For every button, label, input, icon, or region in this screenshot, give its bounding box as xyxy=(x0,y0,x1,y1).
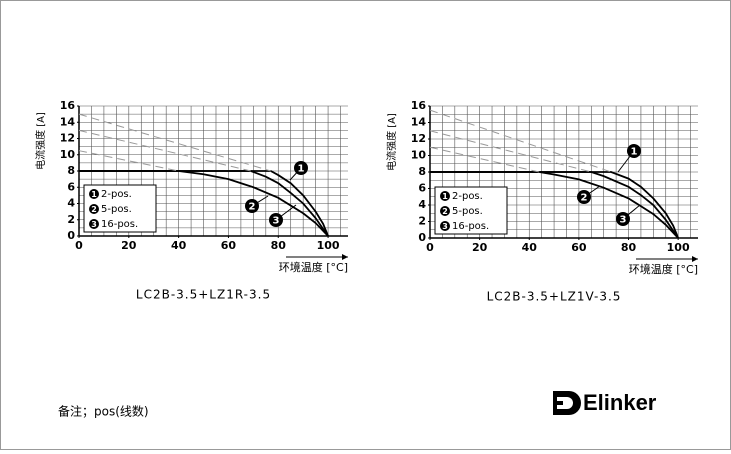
y-axis-label: 电流强度 [A] xyxy=(34,112,47,170)
marker-number: 1 xyxy=(631,147,638,158)
x-tick-label: 80 xyxy=(271,239,287,252)
marker-circle xyxy=(577,190,591,204)
y-tick-label: 14 xyxy=(411,116,427,129)
y-tick-label: 4 xyxy=(67,197,75,210)
y-tick-label: 4 xyxy=(418,198,426,211)
caption: LC2B-3.5+LZ1V-3.5 xyxy=(487,290,622,304)
series-line xyxy=(430,171,679,239)
marker-circle xyxy=(616,212,630,226)
dashed-line xyxy=(78,113,271,172)
marker-number: 2 xyxy=(249,202,256,213)
logo: Elinker xyxy=(583,390,657,415)
dashed-line xyxy=(78,129,251,172)
series-line xyxy=(79,170,329,237)
y-tick-label: 0 xyxy=(67,229,75,242)
x-tick-label: 40 xyxy=(522,241,538,254)
y-tick-label: 14 xyxy=(60,115,76,128)
x-axis-label: 环境温度 [°C] xyxy=(279,260,348,274)
y-axis-label: 电流强度 [A] xyxy=(385,113,398,171)
x-tick-label: 20 xyxy=(121,239,137,252)
legend-marker-number: 1 xyxy=(91,190,97,199)
marker-number: 3 xyxy=(273,216,280,227)
caption: LC2B-3.5+LZ1R-3.5 xyxy=(136,288,271,302)
x-axis-label: 环境温度 [°C] xyxy=(629,262,698,276)
marker-circle xyxy=(294,161,308,175)
y-tick-label: 10 xyxy=(60,148,76,161)
x-arrow-head xyxy=(342,254,348,260)
y-tick-label: 6 xyxy=(67,180,75,193)
x-tick-label: 80 xyxy=(621,241,637,254)
legend-marker-number: 1 xyxy=(442,192,448,201)
y-tick-label: 2 xyxy=(67,213,75,226)
legend-label: 16-pos. xyxy=(101,219,138,230)
legend-marker xyxy=(89,189,99,199)
x-tick-label: 100 xyxy=(317,239,340,252)
x-tick-label: 20 xyxy=(472,241,488,254)
series-line xyxy=(79,170,329,237)
y-tick-label: 12 xyxy=(411,132,426,145)
legend-marker-number: 3 xyxy=(442,222,448,231)
dashed-line xyxy=(429,130,592,173)
x-tick-label: 0 xyxy=(75,239,83,252)
marker-number: 1 xyxy=(298,164,305,175)
legend-marker-number: 2 xyxy=(91,205,97,214)
series-line xyxy=(430,171,679,239)
legend-marker xyxy=(89,204,99,214)
x-tick-label: 100 xyxy=(667,241,690,254)
series-line xyxy=(79,170,329,237)
y-tick-label: 6 xyxy=(418,182,426,195)
y-tick-label: 2 xyxy=(418,215,426,228)
y-tick-label: 16 xyxy=(411,99,427,112)
y-tick-label: 8 xyxy=(67,164,75,177)
x-tick-label: 40 xyxy=(171,239,187,252)
logo-icon xyxy=(553,391,581,415)
legend-marker-number: 3 xyxy=(91,220,97,229)
y-tick-label: 8 xyxy=(418,165,426,178)
x-tick-label: 60 xyxy=(221,239,237,252)
marker-circle xyxy=(627,144,641,158)
marker-circle xyxy=(269,213,283,227)
legend-label: 16-pos. xyxy=(452,221,489,232)
legend-marker-number: 2 xyxy=(442,207,448,216)
dashed-line xyxy=(429,146,540,173)
legend-marker xyxy=(440,206,450,216)
x-arrow-head xyxy=(692,256,698,262)
legend-label: 2-pos. xyxy=(452,191,483,202)
legend-marker xyxy=(440,221,450,231)
legend-label: 5-pos. xyxy=(452,206,483,217)
series-line xyxy=(430,171,679,239)
dashed-line xyxy=(429,109,612,173)
legend-label: 5-pos. xyxy=(101,204,132,215)
marker-number: 3 xyxy=(620,215,627,226)
legend-label: 2-pos. xyxy=(101,189,132,200)
y-tick-label: 0 xyxy=(418,231,426,244)
dashed-line xyxy=(78,150,179,172)
marker-circle xyxy=(245,199,259,213)
x-tick-label: 60 xyxy=(571,241,587,254)
legend-marker xyxy=(89,219,99,229)
y-tick-label: 16 xyxy=(60,99,76,112)
y-tick-label: 12 xyxy=(60,132,75,145)
y-tick-label: 10 xyxy=(411,149,427,162)
marker-number: 2 xyxy=(581,193,588,204)
legend-marker xyxy=(440,191,450,201)
footer: 备注；pos(线数) xyxy=(58,404,149,419)
x-tick-label: 0 xyxy=(426,241,434,254)
